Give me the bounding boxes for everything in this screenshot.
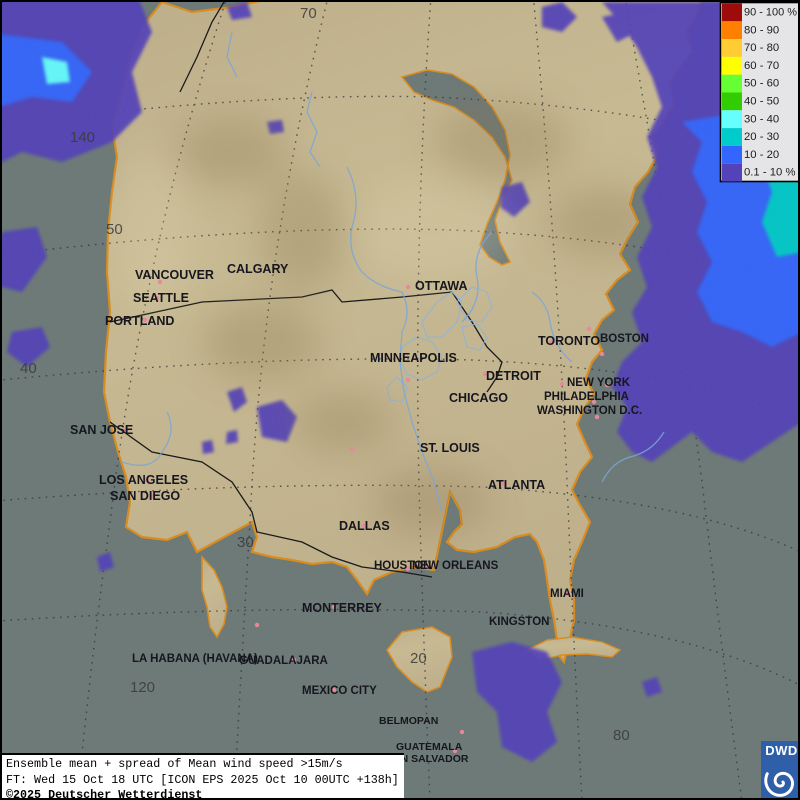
svg-text:MIAMI: MIAMI [550, 588, 584, 600]
svg-text:LA HABANA (HAVANA): LA HABANA (HAVANA) [132, 653, 258, 665]
svg-text:KINGSTON: KINGSTON [489, 616, 550, 628]
svg-text:60 - 70: 60 - 70 [744, 60, 779, 72]
svg-text:50 - 60: 50 - 60 [744, 78, 779, 90]
svg-text:NEW ORLEANS: NEW ORLEANS [412, 560, 499, 572]
svg-text:10 - 20: 10 - 20 [744, 149, 779, 161]
svg-text:70 - 80: 70 - 80 [744, 42, 779, 54]
svg-text:DWD: DWD [765, 743, 798, 758]
svg-text:ST. LOUIS: ST. LOUIS [420, 441, 480, 455]
svg-text:MONTERREY: MONTERREY [302, 601, 383, 615]
svg-text:30: 30 [237, 534, 254, 551]
svg-text:0.1 - 10 %: 0.1 - 10 % [744, 167, 796, 179]
svg-text:LOS ANGELES: LOS ANGELES [99, 473, 188, 487]
svg-text:BOSTON: BOSTON [600, 333, 649, 345]
svg-text:140: 140 [70, 129, 95, 146]
svg-text:20: 20 [410, 650, 427, 667]
svg-text:40: 40 [20, 360, 37, 377]
svg-text:40 - 50: 40 - 50 [744, 96, 779, 108]
svg-text:70: 70 [300, 5, 317, 22]
svg-text:DALLAS: DALLAS [339, 519, 390, 533]
svg-text:PHILADELPHIA: PHILADELPHIA [544, 391, 629, 403]
svg-text:80: 80 [613, 727, 630, 744]
svg-text:MEXICO CITY: MEXICO CITY [302, 685, 377, 697]
svg-text:VANCOUVER: VANCOUVER [135, 268, 214, 282]
svg-text:OTTAWA: OTTAWA [415, 279, 468, 293]
svg-text:DETROIT: DETROIT [486, 369, 541, 383]
svg-text:NEW YORK: NEW YORK [567, 377, 631, 389]
svg-text:SAN DIEGO: SAN DIEGO [110, 489, 180, 503]
svg-text:30 - 40: 30 - 40 [744, 113, 779, 125]
svg-text:80 - 90: 80 - 90 [744, 24, 779, 36]
svg-text:CHICAGO: CHICAGO [449, 391, 508, 405]
svg-text:50: 50 [106, 221, 123, 238]
svg-text:CALGARY: CALGARY [227, 262, 289, 276]
svg-text:TORONTO: TORONTO [538, 334, 600, 348]
svg-text:WASHINGTON D.C.: WASHINGTON D.C. [537, 405, 642, 417]
svg-text:MINNEAPOLIS: MINNEAPOLIS [370, 351, 457, 365]
svg-text:BELMOPAN: BELMOPAN [379, 715, 438, 727]
svg-text:GUATEMALA: GUATEMALA [396, 741, 463, 753]
svg-text:SAN JOSE: SAN JOSE [70, 423, 133, 437]
svg-text:120: 120 [130, 679, 155, 696]
svg-text:90 - 100 %: 90 - 100 % [744, 7, 797, 19]
svg-text:PORTLAND: PORTLAND [105, 314, 174, 328]
svg-text:SEATTLE: SEATTLE [133, 291, 189, 305]
svg-text:ATLANTA: ATLANTA [488, 478, 545, 492]
svg-text:20 - 30: 20 - 30 [744, 131, 779, 143]
